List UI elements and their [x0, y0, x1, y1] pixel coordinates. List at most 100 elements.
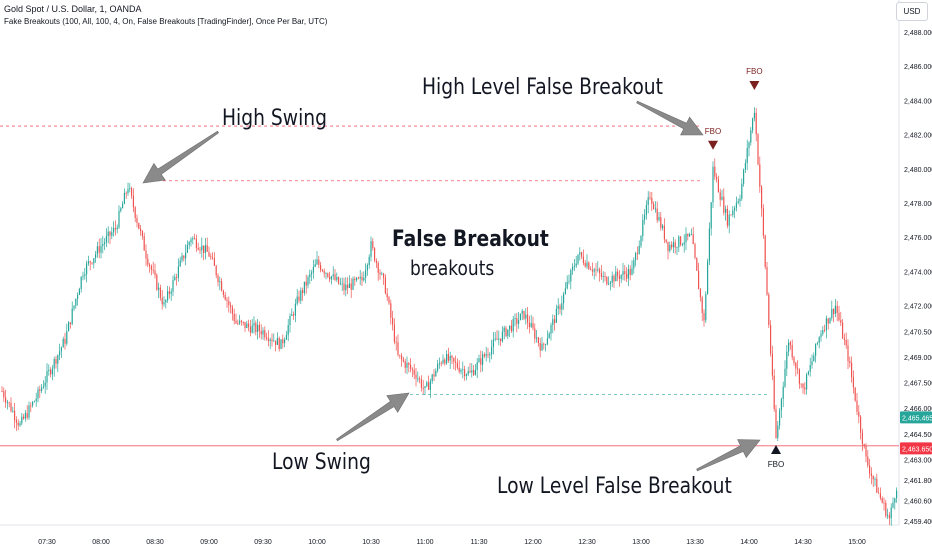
- candle-body: [680, 236, 682, 245]
- candle-body: [505, 327, 507, 337]
- y-tick-label: 2,467.500: [904, 381, 932, 388]
- candle-body: [98, 246, 100, 253]
- candle-body: [840, 320, 842, 323]
- candle-body: [721, 196, 723, 200]
- candle-body: [872, 475, 874, 480]
- candle-body: [485, 354, 487, 357]
- candle-body: [870, 473, 872, 476]
- candle-body: [748, 142, 750, 149]
- candle-body: [262, 330, 264, 335]
- candle-body: [84, 274, 86, 276]
- candle-body: [26, 412, 28, 418]
- currency-button[interactable]: USD: [896, 2, 928, 21]
- candle-body: [858, 411, 860, 417]
- candle-body: [750, 130, 752, 143]
- candle-body: [415, 374, 417, 379]
- candle-body: [80, 276, 82, 290]
- candle-body: [593, 269, 595, 272]
- candle-body: [595, 269, 597, 271]
- candle-body: [566, 281, 568, 289]
- candle-body: [172, 280, 174, 292]
- candle-body: [433, 374, 435, 377]
- candle-body: [498, 338, 500, 340]
- candle-body: [159, 287, 161, 298]
- candle-body: [714, 166, 716, 177]
- candle-body: [280, 339, 282, 349]
- candle-body: [888, 515, 890, 519]
- candle-body: [42, 386, 44, 388]
- candle-body: [480, 358, 482, 365]
- candle-body: [253, 323, 255, 326]
- candle-body: [192, 238, 194, 240]
- x-tick-label: 10:00: [308, 539, 326, 546]
- annotation-false-breakout-sub: breakouts: [410, 256, 495, 280]
- candle-body: [258, 324, 260, 332]
- candle-body: [242, 321, 244, 323]
- candle-body: [478, 358, 480, 363]
- candle-body: [851, 362, 853, 378]
- candle-body: [793, 357, 795, 363]
- candle-body: [5, 397, 7, 403]
- annotation-false-breakout-title: False Breakout: [392, 227, 549, 252]
- candle-body: [464, 369, 466, 377]
- candle-body: [642, 219, 644, 237]
- fbo-marker-up-2[interactable]: [771, 444, 781, 454]
- candle-body: [338, 277, 340, 284]
- price-tag-label-1: 2,463.650: [902, 446, 932, 453]
- candle-body: [581, 252, 583, 257]
- candle-body: [514, 318, 516, 320]
- candle-body: [609, 282, 611, 284]
- candle-body: [660, 217, 662, 228]
- candle-body: [525, 314, 527, 319]
- candle-body: [883, 502, 885, 504]
- candle-body: [348, 283, 350, 288]
- candle-body: [287, 325, 289, 336]
- candle-body: [411, 368, 413, 370]
- candle-body: [420, 379, 422, 388]
- candle-body: [329, 276, 331, 280]
- candle-body: [17, 422, 19, 426]
- y-tick-label: 2,486.000: [904, 64, 932, 71]
- candle-body: [833, 308, 835, 314]
- candle-body: [761, 186, 763, 209]
- candle-body: [188, 242, 190, 246]
- candle-body: [264, 330, 266, 338]
- candle-body: [789, 342, 791, 346]
- candle-body: [717, 179, 719, 193]
- candle-body: [777, 425, 779, 438]
- indicator-legend[interactable]: Fake Breakouts (100, All, 100, 4, On, Fa…: [4, 17, 328, 26]
- candle-body: [469, 371, 471, 373]
- candle-body: [818, 337, 820, 343]
- price-tag-label-0: 2,465.465: [902, 415, 932, 422]
- candle-body: [647, 197, 649, 206]
- candle-body: [674, 242, 676, 248]
- candle-body: [39, 389, 41, 391]
- candle-body: [132, 195, 134, 208]
- candle-body: [462, 369, 464, 371]
- fbo-marker-down-1[interactable]: [749, 80, 760, 90]
- candle-body: [125, 192, 127, 194]
- candle-body: [755, 112, 757, 135]
- annotation-low-level-false-breakout: Low Level False Breakout: [497, 474, 732, 499]
- candle-body: [606, 276, 608, 285]
- candle-body: [73, 305, 75, 309]
- candle-body: [559, 305, 561, 310]
- candle-body: [723, 196, 725, 213]
- candle-body: [640, 236, 642, 246]
- fbo-marker-down-0[interactable]: [708, 140, 718, 150]
- candle-body: [426, 382, 428, 387]
- candle-body: [861, 432, 863, 445]
- candle-body: [798, 369, 800, 384]
- candle-body: [548, 333, 550, 339]
- candle-body: [177, 266, 179, 278]
- candle-body: [95, 254, 97, 259]
- candle-body: [770, 325, 772, 354]
- candle-body: [856, 400, 858, 412]
- candle-body: [869, 465, 871, 474]
- candle-body: [257, 324, 259, 333]
- candle-body: [584, 263, 586, 267]
- candle-body: [57, 355, 59, 364]
- candle-body: [590, 268, 592, 270]
- y-tick-label: 2,469.000: [904, 355, 932, 362]
